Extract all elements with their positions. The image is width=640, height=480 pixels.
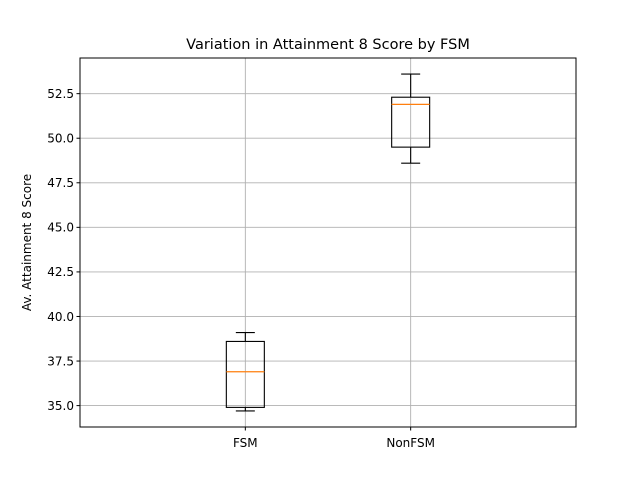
boxes-layer (225, 73, 431, 412)
iqr-box (391, 96, 431, 148)
grid-lines (80, 58, 576, 427)
y-tick-label: 47.5 (47, 176, 74, 190)
box-group-fsm (225, 331, 265, 412)
x-tick-label-nonfsm: NonFSM (386, 436, 435, 450)
chart-title: Variation in Attainment 8 Score by FSM (186, 37, 470, 53)
y-tick-label: 50.0 (47, 132, 74, 146)
ticks-layer: 35.0 37.5 40.0 42.5 45.0 47.5 50.0 52.5 FSM NonFS… (47, 87, 435, 450)
y-tick-label: 40.0 (47, 310, 74, 324)
plot-frame (79, 57, 577, 428)
x-tick-label-fsm: FSM (233, 436, 258, 450)
iqr-box (225, 340, 265, 408)
box-group-nonfsm (391, 73, 431, 164)
y-tick-label: 35.0 (47, 399, 74, 413)
y-axis-label: Av. Attainment 8 Score (20, 174, 34, 311)
y-tick-label: 52.5 (47, 87, 74, 101)
y-tick-label: 42.5 (47, 265, 74, 279)
y-tick-label: 45.0 (47, 221, 74, 235)
y-tick-label: 37.5 (47, 354, 74, 368)
